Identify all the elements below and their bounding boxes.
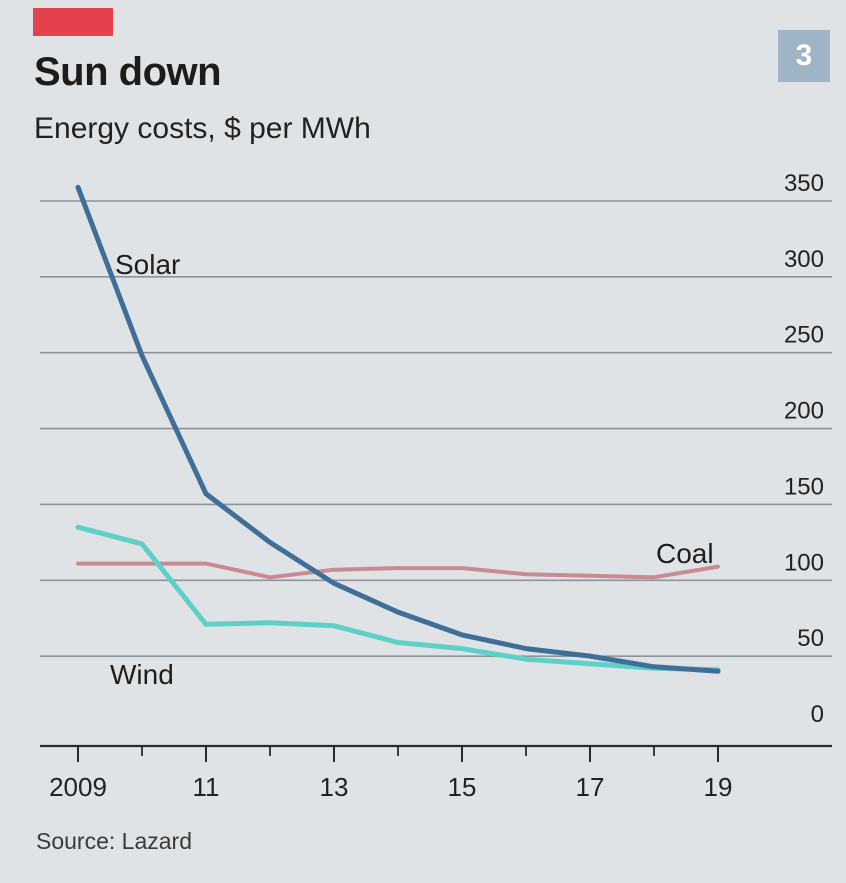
y-tick-label-0: 0: [811, 701, 824, 728]
chart-title: Sun down: [34, 50, 222, 94]
y-tick-label-200: 200: [784, 398, 824, 425]
series-line-coal: [76, 561, 720, 580]
series-label-solar: Solar: [115, 249, 180, 280]
y-tick-label-350: 350: [784, 170, 824, 197]
x-tick-label-2009: 2009: [49, 772, 107, 802]
y-tick-label-100: 100: [784, 549, 824, 576]
series-label-wind: Wind: [110, 659, 174, 690]
x-tick-label-15: 15: [448, 772, 477, 802]
y-tick-label-300: 300: [784, 246, 824, 273]
y-tick-label-250: 250: [784, 322, 824, 349]
accent-bar: [33, 8, 113, 36]
y-tick-label-50: 50: [797, 625, 824, 652]
chart-subtitle: Energy costs, $ per MWh: [34, 112, 371, 145]
page-number-badge: 3: [778, 30, 830, 82]
x-tick-label-11: 11: [193, 772, 220, 802]
y-tick-label-150: 150: [784, 473, 824, 500]
series-line-solar: [75, 184, 721, 674]
source-note: Source: Lazard: [36, 828, 192, 854]
x-tick-label-17: 17: [576, 772, 605, 802]
y-tick-labels: 0 50 100 150 200 250 300 350: [784, 170, 824, 728]
series-lines: [75, 184, 721, 674]
series-label-coal: Coal: [656, 538, 714, 569]
series-line-wind: [75, 524, 721, 673]
x-tick-label-13: 13: [320, 772, 349, 802]
x-tick-label-19: 19: [704, 772, 733, 802]
x-axis: 2009 11 13 15 17 19: [40, 744, 832, 802]
series-labels: Solar Wind Coal: [110, 249, 714, 690]
